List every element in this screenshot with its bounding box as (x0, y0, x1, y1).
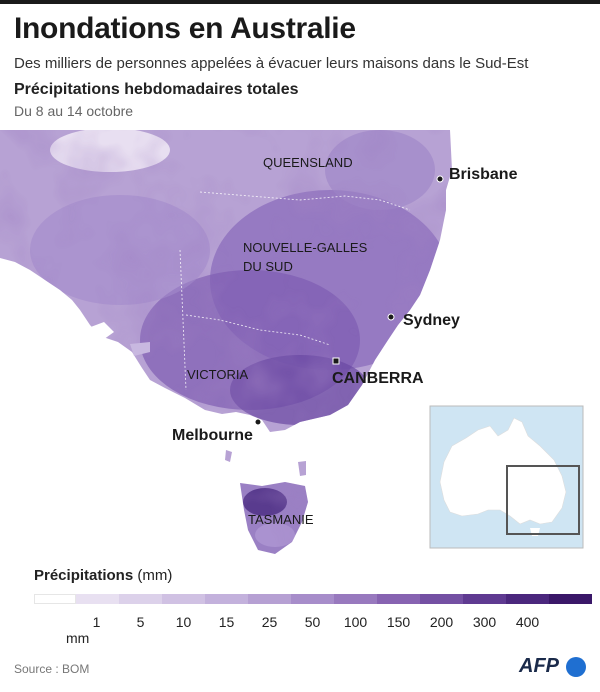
legend-tick-label: 5 (136, 614, 145, 630)
page-subtitle: Des milliers de personnes appelées à éva… (14, 55, 529, 72)
legend-tick-label: 150 (386, 614, 411, 630)
city-label-sydney: Sydney (403, 312, 460, 329)
region-label-nsw-1: NOUVELLE-GALLES (243, 240, 368, 255)
legend-tick-label: 200 (429, 614, 454, 630)
region-label-nsw-2: DU SUD (243, 259, 293, 274)
region-label-tasmanie: TASMANIE (248, 512, 314, 527)
legend-swatch (291, 594, 334, 604)
afp-logo: AFP (519, 655, 559, 677)
city-label-brisbane: Brisbane (449, 166, 518, 183)
legend-tick-label: 300 (472, 614, 497, 630)
top-rule (0, 0, 600, 4)
afp-logo-dot (566, 657, 586, 677)
legend-swatch (248, 594, 291, 604)
region-label-victoria: VICTORIA (187, 367, 248, 382)
city-marker-brisbane (436, 175, 444, 183)
legend-swatch (377, 594, 420, 604)
legend-tick-label: 15 (218, 614, 235, 630)
legend-color-scale (34, 594, 592, 604)
rainfall-map: QUEENSLAND NOUVELLE-GALLES DU SUD VICTOR… (0, 130, 584, 554)
legend-swatch (463, 594, 506, 604)
city-marker-canberra (332, 357, 340, 365)
city-label-canberra: CANBERRA (332, 370, 424, 387)
legend-swatch (549, 594, 592, 604)
inset-locator-map (429, 405, 584, 549)
page-title: Inondations en Australie (14, 12, 356, 45)
region-label-queensland: QUEENSLAND (263, 155, 353, 170)
section-title: Précipitations hebdomadaires totales (14, 81, 299, 98)
legend-swatch (205, 594, 248, 604)
inset-highlight-frame (506, 465, 580, 535)
legend-tick-unit: mm (66, 630, 90, 646)
legend-tick-label: 10 (175, 614, 192, 630)
city-marker-melbourne (254, 418, 262, 426)
legend-swatch (76, 594, 119, 604)
source-credit: Source : BOM (14, 662, 90, 676)
legend-swatch (162, 594, 205, 604)
legend-swatch (334, 594, 377, 604)
legend-tick-label: 100 (343, 614, 368, 630)
date-range: Du 8 au 14 octobre (14, 103, 134, 119)
legend-tick-label: 1 (92, 614, 101, 630)
legend-tick-label: 400 (515, 614, 540, 630)
legend-swatch (34, 594, 76, 604)
legend-swatch (420, 594, 463, 604)
legend-swatch (506, 594, 549, 604)
legend-swatch (119, 594, 162, 604)
legend-tick-label: 25 (261, 614, 278, 630)
legend-unit: (mm) (137, 567, 173, 584)
city-label-melbourne: Melbourne (172, 427, 253, 444)
legend-title-text: Précipitations (34, 567, 134, 584)
city-marker-sydney (387, 313, 395, 321)
legend-title: Précipitations (mm) (34, 567, 172, 584)
legend-tick-label: 50 (304, 614, 321, 630)
